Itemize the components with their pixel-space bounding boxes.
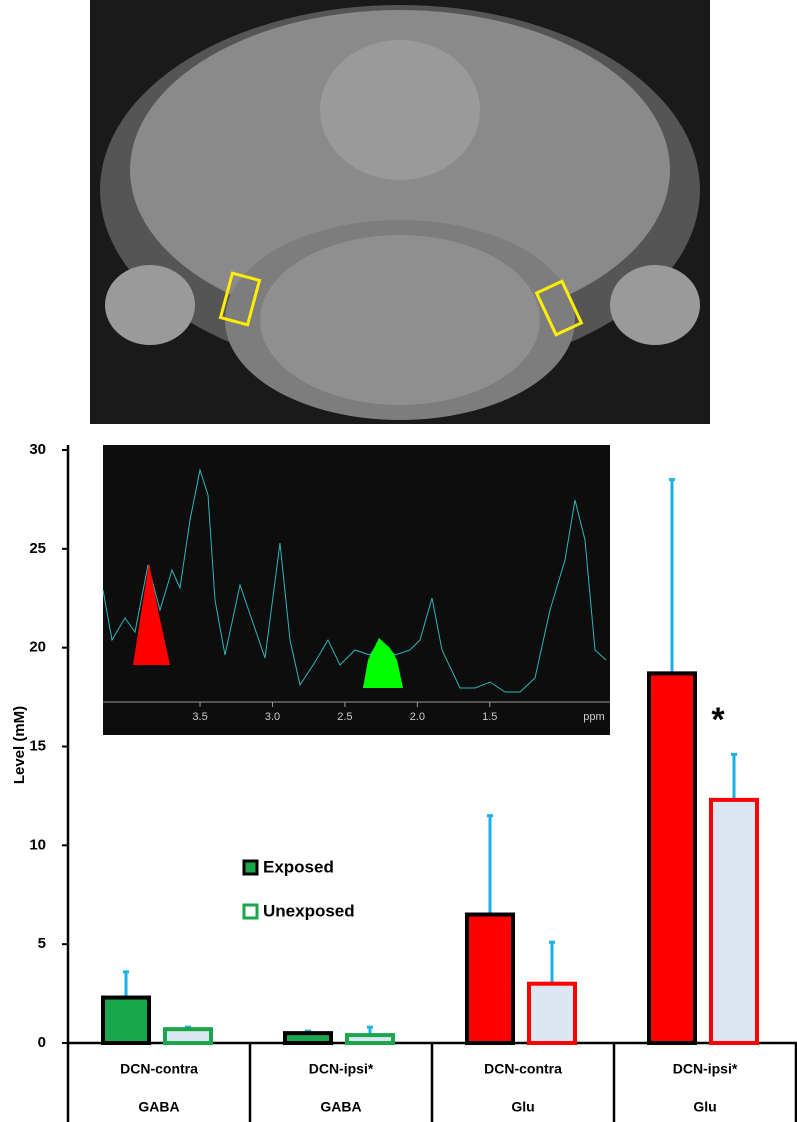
x-tick-label: DCN-ipsi* [673,1061,738,1077]
y-axis-label: Level (mM) [11,706,28,784]
bar [465,912,515,1045]
group-label: GABA [320,1099,361,1115]
y-tick-label: 5 [38,935,46,952]
legend-marker [242,903,259,920]
bar [101,995,151,1046]
y-tick-label: 10 [29,836,46,853]
annotation: * [711,701,725,739]
inset-tick-label: 2.5 [337,711,352,723]
group-label: GABA [138,1099,179,1115]
bar [345,1033,395,1046]
inset-tick-label: 3.0 [265,711,280,723]
spectrum-inset [102,445,610,735]
x-tick-label: DCN-contra [120,1061,198,1077]
mri-image [90,0,710,424]
inset-tick-label: 2.0 [410,711,425,723]
legend-label: Exposed [263,857,334,876]
bar [283,1031,333,1046]
y-tick-label: 15 [29,737,46,754]
y-tick-label: 0 [38,1034,46,1051]
x-tick-label: DCN-ipsi* [309,1061,374,1077]
group-label: Glu [693,1099,716,1115]
bar [647,671,697,1045]
legend-label: Unexposed [263,901,355,920]
y-tick-label: 25 [29,540,46,557]
bar [527,981,577,1046]
inset-unit: ppm [583,711,604,723]
x-tick-label: DCN-contra [484,1061,562,1077]
y-tick-label: 30 [29,441,46,458]
bar [163,1027,213,1045]
y-tick-label: 20 [29,639,46,656]
inset-tick-label: 3.5 [192,711,207,723]
legend-marker [242,859,259,876]
group-label: Glu [511,1099,534,1115]
bar [709,797,759,1045]
inset-tick-label: 1.5 [482,711,497,723]
